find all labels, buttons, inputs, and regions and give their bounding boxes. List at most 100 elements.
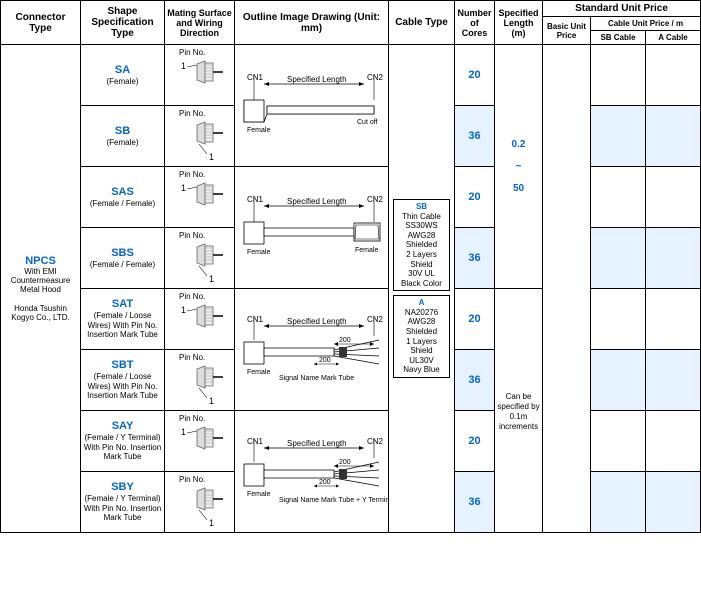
sb-price-cell [591,106,646,167]
outline-drawing-loose: CN1 CN2 Specified Length 200 200 Female … [239,434,389,508]
svg-text:Pin No.: Pin No. [179,353,205,362]
num-cores-cell: 20 [455,167,495,228]
mating-cell: Pin No. 1 [165,289,235,350]
svg-text:CN1: CN1 [247,73,264,82]
svg-text:Pin No.: Pin No. [179,475,205,484]
svg-text:Specified Length: Specified Length [287,197,347,206]
svg-text:1: 1 [209,518,214,528]
outline-cell: CN1 CN2 Specified Length 200 200 Female … [235,411,389,533]
num-cores-cell: 36 [455,350,495,411]
shape-desc: (Female / Y Terminal) With Pin No. Inser… [83,494,162,523]
h-outline: Outline Image Drawing (Unit: mm) [235,1,389,45]
svg-text:200: 200 [319,479,331,486]
outline-cell: CN1 CN2 Specified Length Cut off Female [235,45,389,167]
connector-icon: Pin No. 1 [175,474,225,530]
h-spec-length: Specified Length (m) [495,1,543,45]
svg-text:Female: Female [247,249,270,256]
shape-code: SBS [83,247,162,260]
shape-desc: (Female) [83,77,162,87]
mating-cell: Pin No. 1 [165,106,235,167]
svg-text:Signal Name Mark Tube: Signal Name Mark Tube [279,375,354,382]
outline-drawing-cutoff: CN1 CN2 Specified Length Cut off Female [239,70,389,140]
svg-text:Pin No.: Pin No. [179,292,205,301]
mating-cell: Pin No. 1 [165,411,235,472]
svg-text:Pin No.: Pin No. [179,231,205,240]
a-price-cell [646,350,701,411]
shape-spec-cell: SBY(Female / Y Terminal) With Pin No. In… [81,472,165,533]
a-price-cell [646,106,701,167]
svg-text:CN1: CN1 [247,195,264,204]
outline-drawing-both: CN1 CN2 Specified Length Female Female [239,192,389,262]
svg-text:Pin No.: Pin No. [179,48,205,57]
connector-icon: Pin No. 1 [175,169,225,225]
a-price-cell [646,228,701,289]
connector-code: NPCS [3,255,78,267]
svg-text:1: 1 [181,305,186,315]
svg-text:1: 1 [181,183,186,193]
num-cores-cell: 36 [455,106,495,167]
h-a-cable: A Cable [646,31,701,45]
shape-code: SAY [83,420,162,433]
connector-icon: Pin No. 1 [175,413,225,469]
sb-price-cell [591,411,646,472]
svg-text:200: 200 [339,459,351,466]
sb-price-cell [591,45,646,106]
basic-price-cell [543,45,591,533]
spec-length-range: 0.2~50 [495,45,543,289]
cable-box-a: ANA20276AWG28Shielded1 Layers ShieldUL30… [393,295,450,378]
h-sb-cable: SB Cable [591,31,646,45]
shape-desc: (Female) [83,138,162,148]
mating-cell: Pin No. 1 [165,45,235,106]
outline-cell: CN1 CN2 Specified Length Female Female [235,167,389,289]
a-price-cell [646,289,701,350]
svg-text:Female: Female [355,247,378,254]
mating-cell: Pin No. 1 [165,167,235,228]
connector-icon: Pin No. 1 [175,291,225,347]
connector-type-cell: NPCS With EMI Countermeasure Metal Hood … [1,45,81,533]
table-row: SAY(Female / Y Terminal) With Pin No. In… [1,411,701,472]
shape-desc: (Female / Loose Wires) With Pin No. Inse… [83,311,162,340]
shape-spec-cell: SAS(Female / Female) [81,167,165,228]
num-cores-cell: 20 [455,411,495,472]
svg-text:CN2: CN2 [367,195,384,204]
outline-cell: CN1 CN2 Specified Length 200 200 Female … [235,289,389,411]
mating-cell: Pin No. 1 [165,228,235,289]
shape-desc: (Female / Female) [83,199,162,209]
svg-text:Specified Length: Specified Length [287,317,347,326]
svg-text:1: 1 [209,396,214,406]
mating-cell: Pin No. 1 [165,472,235,533]
shape-code: SA [83,64,162,77]
shape-desc: (Female / Female) [83,260,162,270]
connector-desc1: With EMI Countermeasure Metal Hood [3,267,78,294]
sb-price-cell [591,472,646,533]
num-cores-cell: 20 [455,289,495,350]
svg-text:Pin No.: Pin No. [179,170,205,179]
shape-spec-cell: SB(Female) [81,106,165,167]
shape-code: SB [83,125,162,138]
shape-code: SBT [83,359,162,372]
svg-text:CN2: CN2 [367,315,384,324]
shape-code: SBY [83,481,162,494]
num-cores-cell: 20 [455,45,495,106]
h-cable-type: Cable Type [389,1,455,45]
shape-spec-cell: SAT(Female / Loose Wires) With Pin No. I… [81,289,165,350]
num-cores-cell: 36 [455,228,495,289]
h-std-price: Standard Unit Price [543,1,701,17]
connector-desc2: Honda Tsushin Kogyo Co., LTD. [3,304,78,322]
svg-text:200: 200 [339,337,351,344]
connector-icon: Pin No. 1 [175,108,225,164]
num-cores-cell: 36 [455,472,495,533]
connector-spec-table: Connector Type Shape Specification Type … [0,0,701,533]
a-price-cell [646,45,701,106]
svg-text:Specified Length: Specified Length [287,75,347,84]
outline-drawing-loose: CN1 CN2 Specified Length 200 200 Female … [239,312,389,386]
connector-icon: Pin No. 1 [175,47,225,103]
shape-desc: (Female / Y Terminal) With Pin No. Inser… [83,433,162,462]
a-price-cell [646,411,701,472]
svg-text:Cut off: Cut off [357,119,378,126]
table-header: Connector Type Shape Specification Type … [1,1,701,45]
h-connector-type: Connector Type [1,1,81,45]
shape-spec-cell: SA(Female) [81,45,165,106]
sb-price-cell [591,167,646,228]
h-num-cores: Number of Cores [455,1,495,45]
